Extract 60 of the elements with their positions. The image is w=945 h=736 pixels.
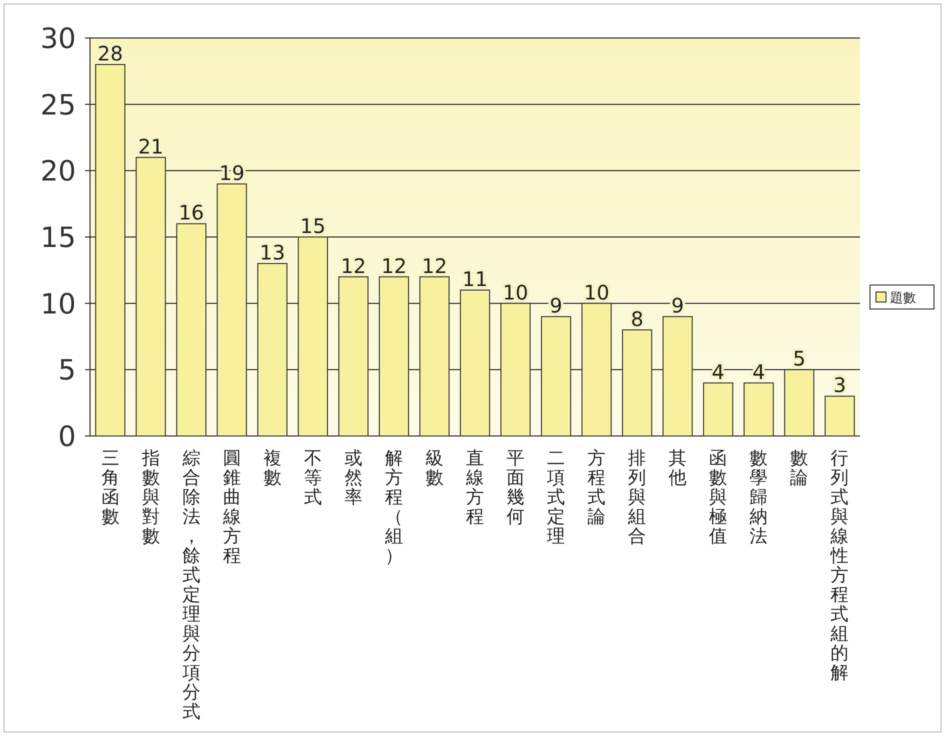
y-tick-label: 5	[58, 354, 76, 387]
x-tick-label: 數學歸納法	[750, 448, 768, 547]
y-tick-label: 15	[40, 221, 76, 254]
legend-label: 題數	[890, 291, 916, 306]
bar	[419, 276, 450, 436]
category-label: 行列式與線性方程式組的解	[830, 448, 849, 684]
x-tick-label: 指數與對數	[140, 448, 160, 547]
bar	[703, 382, 734, 436]
bar	[136, 156, 166, 436]
x-tick-label: 級數	[425, 448, 444, 488]
y-tick-label: 30	[40, 22, 76, 55]
x-tick-label: 排列與組合	[627, 448, 646, 547]
y-tick-label: 20	[40, 154, 76, 188]
bar	[784, 369, 814, 436]
x-tick-label: 圓錐曲線方程	[222, 448, 241, 566]
data-label: 5	[792, 346, 806, 371]
bar	[540, 316, 572, 436]
x-tick-label: 複數	[263, 448, 282, 488]
bar	[298, 236, 328, 436]
bar	[662, 316, 693, 436]
bar	[824, 396, 855, 436]
data-label: 16	[178, 200, 204, 225]
bar	[257, 263, 288, 436]
data-label: 3	[833, 373, 846, 398]
data-label: 10	[584, 280, 610, 304]
x-tick-label: 函數與極值	[709, 448, 728, 547]
y-tick-label: 0	[58, 420, 76, 453]
y-tick-label: 10	[40, 287, 76, 320]
x-tick-label: 三角函數	[101, 448, 120, 528]
x-tick-label: 數論	[790, 448, 808, 488]
data-label: 12	[340, 254, 366, 278]
category-label: 綜合除法，餘式定理與分項分式	[182, 448, 200, 722]
bar	[176, 223, 206, 436]
x-tick-label: 直線方程	[465, 448, 484, 528]
x-tick-label: 平面幾何	[506, 448, 525, 528]
bar	[460, 290, 490, 436]
data-label: 8	[630, 306, 644, 331]
data-label: 10	[502, 280, 528, 304]
bar	[622, 329, 652, 436]
x-tick-label: 不等式	[304, 448, 322, 508]
x-tick-label: 其他	[668, 448, 687, 488]
data-label: 15	[300, 214, 326, 238]
data-label: 12	[381, 254, 407, 278]
bar	[581, 302, 612, 436]
bar	[744, 382, 774, 436]
y-tick-label: 25	[40, 88, 76, 122]
data-label: 11	[462, 267, 488, 292]
data-label: 12	[422, 254, 448, 278]
x-tick-label: 解方程（組）	[384, 448, 403, 566]
bar	[338, 276, 369, 436]
bar	[378, 276, 410, 436]
bar	[95, 64, 126, 436]
x-tick-label: 二項式定理	[546, 448, 566, 547]
x-tick-label: 方程式論	[588, 448, 606, 528]
data-label: 28	[98, 42, 123, 66]
bar	[500, 302, 531, 436]
x-tick-label: 或然率	[344, 448, 362, 508]
data-label: 21	[138, 134, 164, 158]
data-label: 13	[260, 240, 286, 265]
bar	[216, 183, 247, 436]
